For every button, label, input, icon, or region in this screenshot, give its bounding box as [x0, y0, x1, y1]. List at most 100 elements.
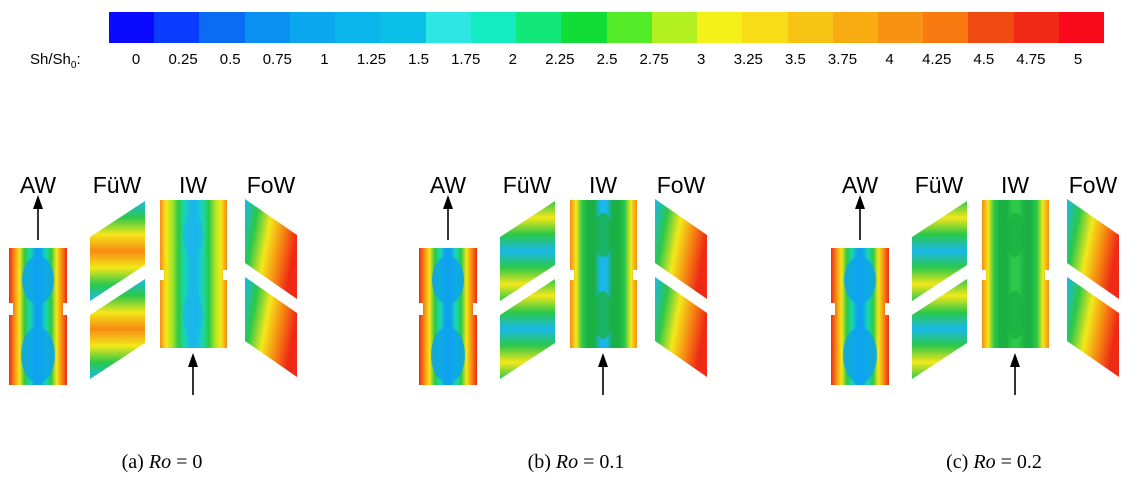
- colorbar-tick-label: 4.25: [922, 51, 952, 68]
- fow-lower-contour: [655, 277, 707, 377]
- flow-arrow-up-icon: [855, 195, 865, 240]
- caption-value: 0.2: [1016, 451, 1042, 473]
- colorbar-segment: [877, 12, 924, 43]
- colorbar-tick-label: 0.25: [168, 51, 198, 68]
- panel-ro-0-2: AW FüW IW FoW: [827, 165, 1123, 405]
- fow-lower-contour: [245, 277, 297, 377]
- caption-c: (c) Ro = 0.2: [946, 451, 1042, 474]
- flow-arrow-up-icon: [1010, 353, 1020, 395]
- colorbar-tick-label: 5: [1073, 51, 1083, 68]
- iw-label: IW: [1000, 172, 1030, 198]
- colorbar-segment: [380, 12, 426, 43]
- colorbar-segment: [968, 12, 1014, 43]
- caption-equals: =: [995, 451, 1017, 473]
- fuw-upper-contour: [500, 201, 555, 301]
- aw-label: AW: [429, 172, 467, 198]
- colorbar-segment: [561, 12, 607, 43]
- colorbar-tick-label: 1.75: [451, 51, 481, 68]
- fuw-lower-contour: [90, 279, 145, 379]
- colorbar-tick-label: 4.75: [1016, 51, 1046, 68]
- colorbar-tick-label: 3.25: [733, 51, 763, 68]
- fow-label: FoW: [1068, 172, 1118, 198]
- caption-a: (a) Ro = 0: [122, 451, 203, 474]
- iw-contour: [160, 200, 227, 348]
- colorbar-segment: [109, 12, 155, 43]
- colorbar-tick-label: 2.5: [596, 51, 618, 68]
- colorbar-tick-label: 2.25: [545, 51, 575, 68]
- quantity-suffix: :: [76, 51, 81, 68]
- fuw-label: FüW: [914, 172, 964, 198]
- colorbar-segment: [1058, 12, 1105, 43]
- colorbar-tick-label: 4: [885, 51, 894, 68]
- colorbar-quantity-label: Sh/Sh0:: [30, 51, 81, 71]
- caption-symbol: Ro: [555, 451, 579, 473]
- caption-symbol: Ro: [973, 451, 996, 473]
- colorbar-segment: [1013, 12, 1059, 43]
- colorbar-tick-label: 1: [320, 51, 329, 68]
- quantity-main: Sh/Sh: [30, 51, 71, 68]
- fuw-label: FüW: [92, 172, 142, 198]
- colorbar-segment: [923, 12, 969, 43]
- colorbar-tick-label: 3.75: [827, 51, 858, 68]
- fuw-upper-contour: [90, 201, 145, 301]
- quantity-subscript: 0: [70, 60, 77, 71]
- flow-arrow-up-icon: [443, 195, 453, 240]
- wall-contour-figure: [831, 195, 1119, 395]
- fow-label: FoW: [246, 172, 296, 198]
- caption-value: 0.1: [599, 451, 625, 473]
- panel-ro-0: AW FüW IW FoW: [5, 165, 335, 405]
- fuw-upper-contour: [912, 201, 967, 301]
- iw-label: IW: [178, 172, 208, 198]
- aw-label: AW: [19, 172, 57, 198]
- colorbar-tick-label: 4.5: [973, 51, 995, 68]
- colorbar-tick-label: 0.75: [262, 51, 292, 68]
- aw-label: AW: [841, 172, 879, 198]
- colorbar: [109, 12, 1105, 43]
- wall-contour-figure: [419, 195, 707, 395]
- caption-b: (b) Ro = 0.1: [528, 451, 625, 474]
- caption-symbol: Ro: [148, 451, 172, 473]
- iw-contour: [982, 200, 1049, 348]
- wall-contour-figure: [9, 195, 297, 395]
- caption-equals: =: [578, 451, 600, 473]
- colorbar-segment: [516, 12, 562, 43]
- fow-upper-contour: [1067, 199, 1119, 299]
- iw-label: IW: [588, 172, 618, 198]
- colorbar-ticks: 0 0.25 0.5 0.75 1 1.25 1.5 1.75 2 2.25 2.5 2.75 3 3.2…: [0, 51, 1123, 71]
- colorbar-tick-label: 1.25: [356, 51, 387, 68]
- colorbar-tick-label: 3: [697, 51, 706, 68]
- colorbar-segment: [606, 12, 652, 43]
- caption-prefix: (c): [946, 451, 974, 473]
- colorbar-segment: [425, 12, 471, 43]
- colorbar-tick-label: 0.5: [219, 51, 241, 68]
- fuw-lower-contour: [500, 279, 555, 379]
- fow-upper-contour: [245, 199, 297, 299]
- colorbar-segment: [742, 12, 788, 43]
- colorbar-tick-label: 2.75: [639, 51, 669, 68]
- caption-value: 0: [192, 451, 203, 473]
- iw-contour: [570, 200, 637, 348]
- caption-equals: =: [171, 451, 193, 473]
- colorbar-segment: [651, 12, 698, 43]
- colorbar-tick-label: 3.5: [784, 51, 806, 68]
- flow-arrow-up-icon: [598, 353, 608, 395]
- colorbar-tick-label: 2: [508, 51, 517, 68]
- caption-prefix: (b): [527, 451, 556, 473]
- panel-ro-0-1: AW FüW IW FoW: [415, 165, 745, 405]
- colorbar-segment: [289, 12, 336, 43]
- fuw-label: FüW: [502, 172, 552, 198]
- colorbar-segment: [787, 12, 833, 43]
- colorbar-segment: [697, 12, 743, 43]
- colorbar-segment: [335, 12, 381, 43]
- colorbar-segment: [832, 12, 878, 43]
- fow-upper-contour: [655, 199, 707, 299]
- colorbar-segment: [244, 12, 290, 43]
- colorbar-tick-label: 1.5: [408, 51, 430, 68]
- colorbar-tick-label: 0: [131, 51, 141, 68]
- caption-prefix: (a): [121, 451, 149, 473]
- colorbar-segment: [470, 12, 517, 43]
- flow-arrow-up-icon: [188, 353, 198, 395]
- fow-label: FoW: [656, 172, 706, 198]
- fuw-lower-contour: [912, 279, 967, 379]
- fow-lower-contour: [1067, 277, 1119, 377]
